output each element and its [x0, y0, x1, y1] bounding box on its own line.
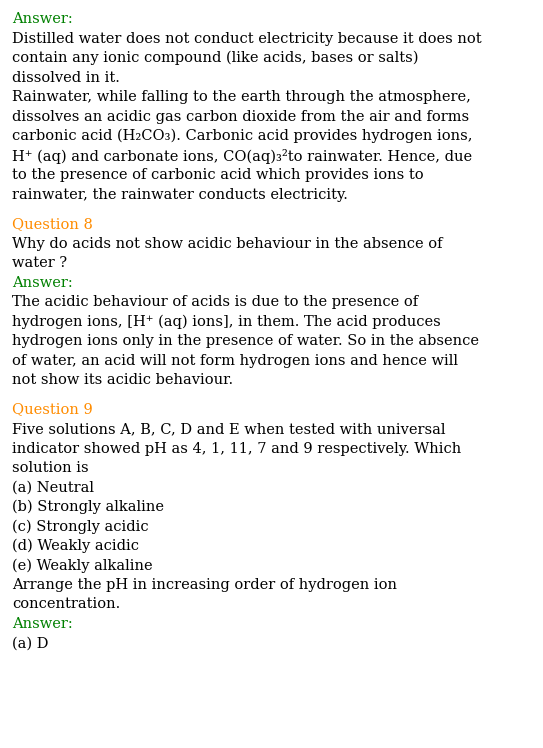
Text: (b) Strongly alkaline: (b) Strongly alkaline	[12, 500, 164, 515]
Text: Rainwater, while falling to the earth through the atmosphere,: Rainwater, while falling to the earth th…	[12, 90, 471, 104]
Text: contain any ionic compound (like acids, bases or salts): contain any ionic compound (like acids, …	[12, 51, 419, 65]
Text: concentration.: concentration.	[12, 598, 120, 612]
Text: water ?: water ?	[12, 256, 67, 270]
Text: Answer:: Answer:	[12, 617, 73, 631]
Text: (a) D: (a) D	[12, 637, 48, 651]
Text: (e) Weakly alkaline: (e) Weakly alkaline	[12, 559, 153, 573]
Text: hydrogen ions, [H⁺ (aq) ions], in them. The acid produces: hydrogen ions, [H⁺ (aq) ions], in them. …	[12, 314, 441, 329]
Text: of water, an acid will not form hydrogen ions and hence will: of water, an acid will not form hydrogen…	[12, 354, 458, 367]
Text: Five solutions A, B, C, D and E when tested with universal: Five solutions A, B, C, D and E when tes…	[12, 422, 445, 436]
Text: H⁺ (aq) and carbonate ions, CO(aq)₃²to rainwater. Hence, due: H⁺ (aq) and carbonate ions, CO(aq)₃²to r…	[12, 149, 472, 164]
Text: hydrogen ions only in the presence of water. So in the absence: hydrogen ions only in the presence of wa…	[12, 334, 479, 348]
Text: dissolves an acidic gas carbon dioxide from the air and forms: dissolves an acidic gas carbon dioxide f…	[12, 109, 469, 123]
Text: (a) Neutral: (a) Neutral	[12, 480, 94, 494]
Text: Question 9: Question 9	[12, 402, 93, 417]
Text: Question 8: Question 8	[12, 217, 93, 231]
Text: carbonic acid (H₂CO₃). Carbonic acid provides hydrogen ions,: carbonic acid (H₂CO₃). Carbonic acid pro…	[12, 129, 472, 144]
Text: dissolved in it.: dissolved in it.	[12, 70, 120, 85]
Text: Answer:: Answer:	[12, 12, 73, 26]
Text: (c) Strongly acidic: (c) Strongly acidic	[12, 520, 149, 534]
Text: indicator showed pH as 4, 1, 11, 7 and 9 respectively. Which: indicator showed pH as 4, 1, 11, 7 and 9…	[12, 441, 461, 456]
Text: Why do acids not show acidic behaviour in the absence of: Why do acids not show acidic behaviour i…	[12, 236, 443, 251]
Text: Distilled water does not conduct electricity because it does not: Distilled water does not conduct electri…	[12, 31, 482, 46]
Text: Arrange the pH in increasing order of hydrogen ion: Arrange the pH in increasing order of hy…	[12, 578, 397, 592]
Text: The acidic behaviour of acids is due to the presence of: The acidic behaviour of acids is due to …	[12, 295, 418, 309]
Text: to the presence of carbonic acid which provides ions to: to the presence of carbonic acid which p…	[12, 168, 424, 182]
Text: not show its acidic behaviour.: not show its acidic behaviour.	[12, 373, 233, 387]
Text: (d) Weakly acidic: (d) Weakly acidic	[12, 539, 139, 554]
Text: rainwater, the rainwater conducts electricity.: rainwater, the rainwater conducts electr…	[12, 188, 348, 201]
Text: Answer:: Answer:	[12, 275, 73, 289]
Text: solution is: solution is	[12, 461, 89, 475]
